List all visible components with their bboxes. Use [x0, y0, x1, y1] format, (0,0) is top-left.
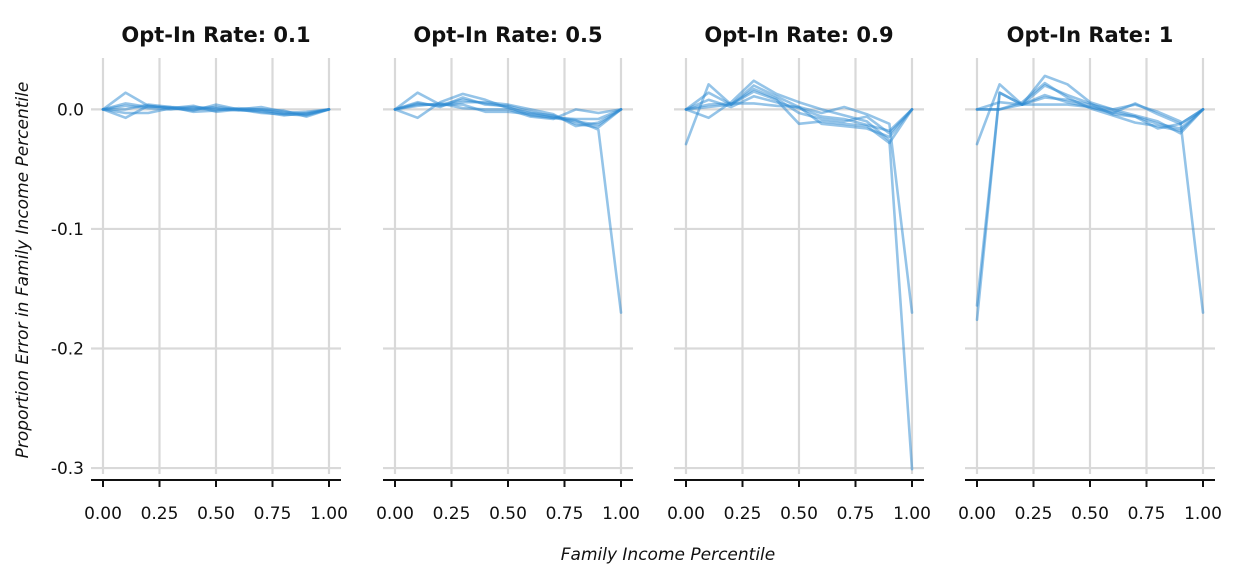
x-tick-label: 1.00 [310, 504, 348, 524]
x-tick-label: 0.75 [254, 504, 292, 524]
x-tick-label: 0.25 [1015, 504, 1053, 524]
x-tick-label: 0.75 [546, 504, 584, 524]
series-line [975, 96, 1205, 314]
y-tick-label: -0.2 [51, 339, 84, 359]
series-line [393, 103, 623, 121]
facet-title: Opt-In Rate: 0.1 [121, 23, 310, 47]
facet-panel: 0.00 0.25 0.50 0.75 1.00 Opt-In Rate: 0.9 [667, 23, 931, 524]
facet-panel: 0.00 0.25 0.50 0.75 1.00 Opt-In Rate: 0.5 [376, 23, 640, 524]
series-line [684, 90, 914, 145]
y-tick-label: 0.0 [57, 100, 84, 120]
x-tick-label: 0.50 [197, 504, 235, 524]
x-tick-label: 0.25 [141, 504, 179, 524]
x-tick-label: 0.50 [780, 504, 818, 524]
y-tick-label: -0.3 [51, 459, 84, 479]
x-axis-title: Family Income Percentile [561, 545, 775, 565]
series-line [684, 87, 914, 135]
x-tick-label: 0.50 [489, 504, 527, 524]
y-axis: 0.0 -0.1 -0.2 -0.3 [51, 100, 84, 479]
x-tick-label: 0.00 [667, 504, 705, 524]
series-line [101, 103, 331, 116]
x-tick-label: 1.00 [1184, 504, 1222, 524]
x-tick-label: 0.25 [433, 504, 471, 524]
x-tick-label: 0.00 [376, 504, 414, 524]
facet-panel: 0.00 0.25 0.50 0.75 1.00 Opt-In Rate: 0.1 [84, 23, 348, 524]
y-axis-title: Proportion Error in Family Income Percen… [13, 82, 33, 459]
x-tick-label: 0.00 [84, 504, 122, 524]
facet-title: Opt-In Rate: 0.9 [704, 23, 893, 47]
x-tick-label: 0.75 [837, 504, 875, 524]
x-tick-label: 1.00 [893, 504, 931, 524]
facet-title: Opt-In Rate: 0.5 [413, 23, 602, 47]
facet-title: Opt-In Rate: 1 [1007, 23, 1174, 47]
x-tick-label: 0.00 [958, 504, 996, 524]
x-tick-label: 1.00 [602, 504, 640, 524]
y-tick-label: -0.1 [51, 220, 84, 240]
x-tick-label: 0.75 [1128, 504, 1166, 524]
facet-panel: 0.00 0.25 0.50 0.75 1.00 Opt-In Rate: 1 [958, 23, 1222, 524]
x-tick-label: 0.50 [1071, 504, 1109, 524]
series-line [975, 100, 1205, 126]
x-tick-label: 0.25 [724, 504, 762, 524]
